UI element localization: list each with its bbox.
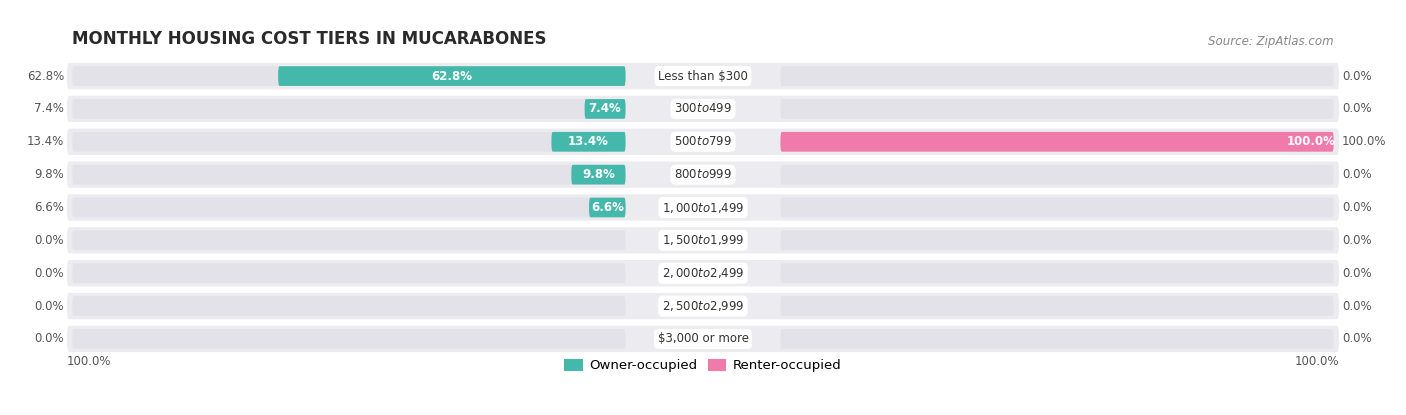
Text: 100.0%: 100.0% bbox=[1286, 135, 1336, 148]
FancyBboxPatch shape bbox=[67, 129, 1339, 155]
FancyBboxPatch shape bbox=[72, 198, 626, 217]
FancyBboxPatch shape bbox=[72, 230, 626, 250]
Text: $2,500 to $2,999: $2,500 to $2,999 bbox=[662, 299, 744, 313]
Text: 0.0%: 0.0% bbox=[35, 267, 65, 280]
FancyBboxPatch shape bbox=[780, 99, 1334, 119]
FancyBboxPatch shape bbox=[72, 329, 626, 349]
FancyBboxPatch shape bbox=[589, 198, 626, 217]
Text: 0.0%: 0.0% bbox=[1341, 70, 1371, 83]
FancyBboxPatch shape bbox=[67, 260, 1339, 286]
FancyBboxPatch shape bbox=[780, 264, 1334, 283]
FancyBboxPatch shape bbox=[72, 99, 626, 119]
Text: 7.4%: 7.4% bbox=[589, 103, 621, 115]
Text: 13.4%: 13.4% bbox=[568, 135, 609, 148]
FancyBboxPatch shape bbox=[72, 296, 626, 316]
Text: $800 to $999: $800 to $999 bbox=[673, 168, 733, 181]
FancyBboxPatch shape bbox=[67, 63, 1339, 89]
Text: 6.6%: 6.6% bbox=[591, 201, 624, 214]
Text: $3,000 or more: $3,000 or more bbox=[658, 332, 748, 345]
FancyBboxPatch shape bbox=[780, 165, 1334, 185]
FancyBboxPatch shape bbox=[780, 329, 1334, 349]
Legend: Owner-occupied, Renter-occupied: Owner-occupied, Renter-occupied bbox=[560, 354, 846, 378]
FancyBboxPatch shape bbox=[72, 165, 626, 185]
Text: Source: ZipAtlas.com: Source: ZipAtlas.com bbox=[1208, 35, 1334, 48]
Text: 0.0%: 0.0% bbox=[35, 234, 65, 247]
FancyBboxPatch shape bbox=[67, 227, 1339, 254]
Text: $1,000 to $1,499: $1,000 to $1,499 bbox=[662, 200, 744, 215]
FancyBboxPatch shape bbox=[780, 296, 1334, 316]
Text: 0.0%: 0.0% bbox=[35, 300, 65, 312]
Text: 0.0%: 0.0% bbox=[1341, 300, 1371, 312]
FancyBboxPatch shape bbox=[780, 132, 1334, 151]
FancyBboxPatch shape bbox=[278, 66, 626, 86]
Text: 100.0%: 100.0% bbox=[67, 355, 111, 369]
Text: 0.0%: 0.0% bbox=[1341, 267, 1371, 280]
Text: 0.0%: 0.0% bbox=[1341, 201, 1371, 214]
Text: 0.0%: 0.0% bbox=[1341, 332, 1371, 345]
Text: 6.6%: 6.6% bbox=[34, 201, 65, 214]
Text: 0.0%: 0.0% bbox=[1341, 234, 1371, 247]
FancyBboxPatch shape bbox=[551, 132, 626, 151]
Text: 0.0%: 0.0% bbox=[1341, 168, 1371, 181]
FancyBboxPatch shape bbox=[67, 293, 1339, 319]
Text: 100.0%: 100.0% bbox=[1295, 355, 1339, 369]
Text: 9.8%: 9.8% bbox=[582, 168, 614, 181]
Text: $2,000 to $2,499: $2,000 to $2,499 bbox=[662, 266, 744, 280]
Text: 100.0%: 100.0% bbox=[1341, 135, 1386, 148]
Text: $300 to $499: $300 to $499 bbox=[673, 103, 733, 115]
FancyBboxPatch shape bbox=[67, 161, 1339, 188]
FancyBboxPatch shape bbox=[72, 132, 626, 151]
FancyBboxPatch shape bbox=[585, 99, 626, 119]
FancyBboxPatch shape bbox=[72, 66, 626, 86]
FancyBboxPatch shape bbox=[67, 96, 1339, 122]
FancyBboxPatch shape bbox=[780, 198, 1334, 217]
Text: 7.4%: 7.4% bbox=[34, 103, 65, 115]
FancyBboxPatch shape bbox=[72, 264, 626, 283]
Text: 62.8%: 62.8% bbox=[432, 70, 472, 83]
Text: 13.4%: 13.4% bbox=[27, 135, 65, 148]
FancyBboxPatch shape bbox=[780, 66, 1334, 86]
Text: Less than $300: Less than $300 bbox=[658, 70, 748, 83]
FancyBboxPatch shape bbox=[67, 194, 1339, 221]
Text: 0.0%: 0.0% bbox=[35, 332, 65, 345]
Text: $500 to $799: $500 to $799 bbox=[673, 135, 733, 148]
Text: 62.8%: 62.8% bbox=[27, 70, 65, 83]
FancyBboxPatch shape bbox=[571, 165, 626, 185]
FancyBboxPatch shape bbox=[780, 230, 1334, 250]
FancyBboxPatch shape bbox=[67, 326, 1339, 352]
Text: $1,500 to $1,999: $1,500 to $1,999 bbox=[662, 233, 744, 247]
FancyBboxPatch shape bbox=[780, 132, 1334, 151]
Text: MONTHLY HOUSING COST TIERS IN MUCARABONES: MONTHLY HOUSING COST TIERS IN MUCARABONE… bbox=[72, 30, 547, 48]
Text: 0.0%: 0.0% bbox=[1341, 103, 1371, 115]
Text: 9.8%: 9.8% bbox=[34, 168, 65, 181]
